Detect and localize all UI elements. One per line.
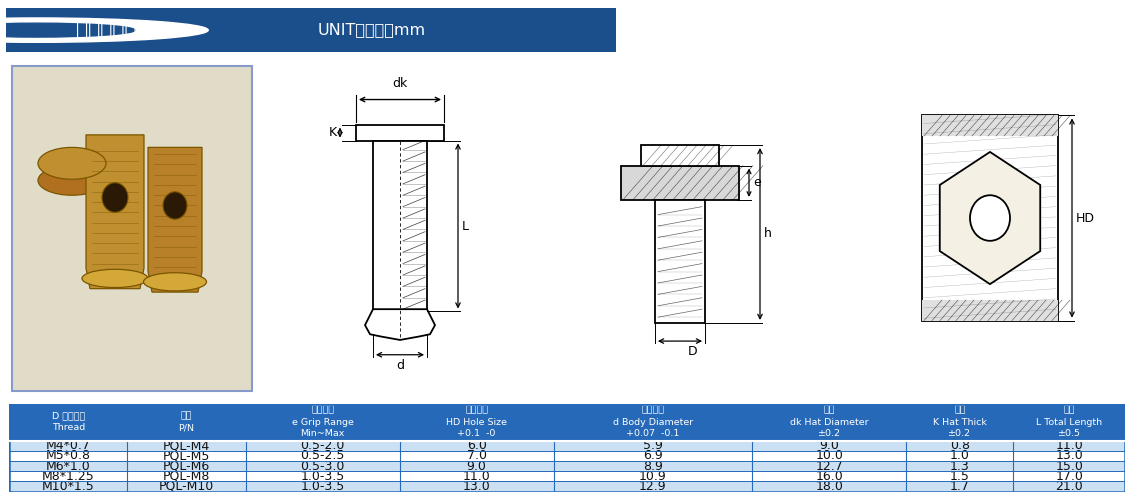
Bar: [655, 200, 705, 323]
Text: M6*1.0: M6*1.0: [45, 459, 91, 473]
Text: 长度
L Total Length
±0.5: 长度 L Total Length ±0.5: [1036, 406, 1102, 438]
Text: L: L: [462, 219, 469, 233]
Text: 11.0: 11.0: [1056, 439, 1083, 452]
Bar: [9, 441, 1125, 451]
Text: 21.0: 21.0: [1056, 480, 1083, 493]
Bar: [12, 67, 252, 391]
Text: 1.3: 1.3: [950, 459, 970, 473]
Text: 编号
P/N: 编号 P/N: [178, 412, 195, 432]
Bar: [922, 116, 1058, 321]
Bar: [9, 451, 1125, 461]
Text: h: h: [764, 227, 772, 241]
Text: 9.0: 9.0: [467, 459, 486, 473]
Circle shape: [0, 23, 135, 37]
Circle shape: [0, 18, 209, 42]
Text: 5.9: 5.9: [643, 439, 663, 452]
Ellipse shape: [39, 147, 105, 179]
Text: 铆接厚度
e Grip Range
Min~Max: 铆接厚度 e Grip Range Min~Max: [291, 406, 354, 438]
Text: 0.5-2.0: 0.5-2.0: [301, 439, 345, 452]
Text: 1.0: 1.0: [950, 450, 970, 462]
Polygon shape: [365, 309, 435, 340]
Text: PQL-M5: PQL-M5: [163, 450, 210, 462]
Text: 8.9: 8.9: [643, 459, 663, 473]
Bar: [922, 300, 1058, 321]
Text: 6.0: 6.0: [467, 439, 486, 452]
Text: 17.0: 17.0: [1056, 470, 1083, 483]
Bar: [9, 481, 1125, 492]
Text: 15.0: 15.0: [1056, 459, 1083, 473]
Text: M5*0.8: M5*0.8: [45, 450, 91, 462]
Bar: [621, 165, 739, 200]
Bar: [356, 124, 445, 141]
Bar: [641, 145, 719, 165]
Bar: [9, 471, 1125, 481]
Text: dk: dk: [392, 78, 407, 90]
Text: PQL-M10: PQL-M10: [159, 480, 214, 493]
Text: 16.0: 16.0: [815, 470, 843, 483]
Text: M10*1.5: M10*1.5: [42, 480, 94, 493]
Text: 10.9: 10.9: [640, 470, 667, 483]
Text: 1.0-3.5: 1.0-3.5: [301, 470, 345, 483]
Text: 1.7: 1.7: [950, 480, 970, 493]
Text: 螺母直径
d Body Diameter
+0.07  -0.1: 螺母直径 d Body Diameter +0.07 -0.1: [612, 406, 693, 438]
Text: 0.5-3.0: 0.5-3.0: [301, 459, 345, 473]
Bar: [373, 141, 428, 311]
Text: 0.8: 0.8: [950, 439, 970, 452]
Text: 11.0: 11.0: [463, 470, 491, 483]
Bar: [9, 461, 1125, 471]
Text: d: d: [396, 359, 404, 372]
Text: 7.0: 7.0: [466, 450, 486, 462]
Text: M4*0.7: M4*0.7: [45, 439, 91, 452]
Text: PQL-M4: PQL-M4: [163, 439, 210, 452]
Text: PQL-M6: PQL-M6: [163, 459, 210, 473]
Bar: [9, 404, 1125, 441]
Text: 12.7: 12.7: [815, 459, 843, 473]
Text: D 螺纹规格
Thread: D 螺纹规格 Thread: [51, 412, 85, 432]
Text: 6.9: 6.9: [643, 450, 662, 462]
Text: 9.0: 9.0: [819, 439, 839, 452]
Text: D: D: [688, 344, 697, 358]
Polygon shape: [149, 147, 202, 292]
Text: M8*1.25: M8*1.25: [42, 470, 94, 483]
Text: 1.5: 1.5: [950, 470, 970, 483]
Text: 12.9: 12.9: [640, 480, 667, 493]
Text: UNIT（单位）mm: UNIT（单位）mm: [318, 22, 425, 37]
Text: 帽厚
K Hat Thick
±0.2: 帽厚 K Hat Thick ±0.2: [933, 406, 987, 438]
Text: 1.0-3.5: 1.0-3.5: [301, 480, 345, 493]
Polygon shape: [86, 135, 144, 288]
Text: 帽径
dk Hat Diameter
±0.2: 帽径 dk Hat Diameter ±0.2: [790, 406, 869, 438]
Bar: [922, 116, 1058, 136]
Polygon shape: [940, 152, 1040, 284]
Ellipse shape: [39, 165, 105, 195]
Text: 0.5-2.5: 0.5-2.5: [301, 450, 345, 462]
Text: PQL-M8: PQL-M8: [163, 470, 210, 483]
Text: 18.0: 18.0: [815, 480, 844, 493]
Text: HD: HD: [1076, 211, 1095, 225]
Text: 开孔直径
HD Hole Size
+0.1  -0: 开孔直径 HD Hole Size +0.1 -0: [446, 406, 507, 438]
Circle shape: [163, 192, 187, 219]
Circle shape: [970, 195, 1010, 241]
Text: K: K: [329, 126, 337, 139]
Text: 平头全六角: 平头全六角: [76, 20, 136, 39]
Ellipse shape: [144, 273, 206, 291]
Ellipse shape: [82, 269, 149, 288]
FancyBboxPatch shape: [0, 6, 652, 54]
Text: e: e: [753, 176, 761, 189]
Circle shape: [102, 183, 128, 212]
Text: 13.0: 13.0: [463, 480, 491, 493]
Text: 13.0: 13.0: [1056, 450, 1083, 462]
Text: 10.0: 10.0: [815, 450, 844, 462]
